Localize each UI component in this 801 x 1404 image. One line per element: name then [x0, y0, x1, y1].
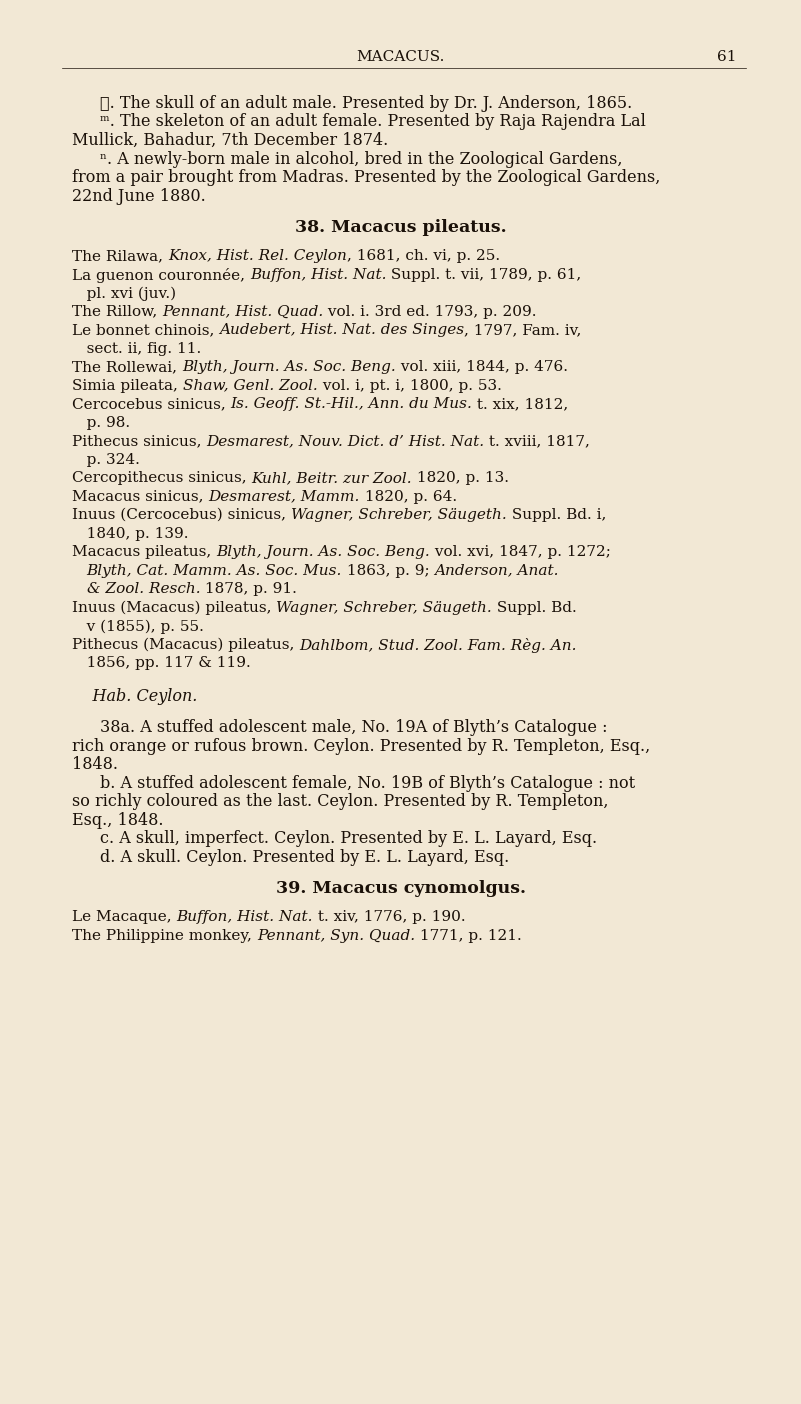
Text: Inuus (Cercocebus) sinicus,: Inuus (Cercocebus) sinicus, [72, 508, 291, 522]
Text: sect. ii, fig. 11.: sect. ii, fig. 11. [72, 341, 201, 355]
Text: vol. i. 3rd ed. 1793, p. 209.: vol. i. 3rd ed. 1793, p. 209. [324, 305, 537, 319]
Text: The Philippine monkey,: The Philippine monkey, [72, 929, 257, 942]
Text: Cercopithecus sinicus,: Cercopithecus sinicus, [72, 472, 252, 486]
Text: Audebert, Hist. Nat. des Singes: Audebert, Hist. Nat. des Singes [219, 323, 465, 337]
Text: vol. i, pt. i, 1800, p. 53.: vol. i, pt. i, 1800, p. 53. [317, 379, 501, 393]
Text: b. A stuffed adolescent female, No. 19B of Blyth’s Catalogue : not: b. A stuffed adolescent female, No. 19B … [100, 775, 635, 792]
Text: Anderson, Anat.: Anderson, Anat. [434, 563, 559, 577]
Text: 1820, p. 64.: 1820, p. 64. [360, 490, 457, 504]
Text: Simia pileata,: Simia pileata, [72, 379, 183, 393]
Text: , 1681, ch. vi, p. 25.: , 1681, ch. vi, p. 25. [347, 249, 500, 263]
Text: 1820, p. 13.: 1820, p. 13. [413, 472, 509, 486]
Text: Suppl. Bd.: Suppl. Bd. [492, 601, 577, 615]
Text: 38. Macacus pileatus.: 38. Macacus pileatus. [295, 219, 506, 236]
Text: Le Macaque,: Le Macaque, [72, 910, 176, 924]
Text: 1863, p. 9;: 1863, p. 9; [342, 563, 434, 577]
Text: Kuhl, Beitr. zur Zool.: Kuhl, Beitr. zur Zool. [252, 472, 413, 486]
Text: Cercocebus sinicus,: Cercocebus sinicus, [72, 397, 231, 411]
Text: t. xix, 1812,: t. xix, 1812, [473, 397, 569, 411]
Text: t. xiv, 1776, p. 190.: t. xiv, 1776, p. 190. [313, 910, 465, 924]
Text: Pithecus sinicus,: Pithecus sinicus, [72, 434, 207, 448]
Text: p. 324.: p. 324. [72, 452, 140, 466]
Text: Esq., 1848.: Esq., 1848. [72, 812, 163, 828]
Text: ᵐ. The skeleton of an adult female. Presented by Raja Rajendra Lal: ᵐ. The skeleton of an adult female. Pres… [100, 114, 646, 131]
Text: Pennant, Syn. Quad.: Pennant, Syn. Quad. [257, 929, 415, 942]
Text: Blyth, Journ. As. Soc. Beng.: Blyth, Journ. As. Soc. Beng. [182, 359, 396, 373]
Text: Is. Geoff. St.-Hil., Ann. du Mus.: Is. Geoff. St.-Hil., Ann. du Mus. [231, 397, 473, 411]
Text: t. xviii, 1817,: t. xviii, 1817, [485, 434, 590, 448]
Text: 1840, p. 139.: 1840, p. 139. [72, 526, 188, 541]
Text: Dahlbom, Stud. Zool. Fam. Règ. An.: Dahlbom, Stud. Zool. Fam. Règ. An. [300, 637, 577, 653]
Text: 22nd June 1880.: 22nd June 1880. [72, 188, 206, 205]
Text: 1856, pp. 117 & 119.: 1856, pp. 117 & 119. [72, 656, 251, 670]
Text: Buffon, Hist. Nat.: Buffon, Hist. Nat. [176, 910, 313, 924]
Text: ℓ. The skull of an adult male. Presented by Dr. J. Anderson, 1865.: ℓ. The skull of an adult male. Presented… [100, 95, 632, 112]
Text: Macacus pileatus,: Macacus pileatus, [72, 545, 216, 559]
Text: Wagner, Schreber, Säugeth.: Wagner, Schreber, Säugeth. [276, 601, 492, 615]
Text: 61: 61 [717, 51, 736, 65]
Text: pl. xvi (juv.): pl. xvi (juv.) [72, 286, 176, 300]
Text: Pithecus (Macacus) pileatus,: Pithecus (Macacus) pileatus, [72, 637, 300, 651]
Text: & Zool. Resch.: & Zool. Resch. [87, 583, 200, 597]
Text: Mullick, Bahadur, 7th December 1874.: Mullick, Bahadur, 7th December 1874. [72, 132, 388, 149]
Text: Shaw, Genl. Zool.: Shaw, Genl. Zool. [183, 379, 317, 393]
Text: Hab. Ceylon.: Hab. Ceylon. [72, 688, 197, 705]
Text: Suppl. t. vii, 1789, p. 61,: Suppl. t. vii, 1789, p. 61, [386, 268, 582, 282]
Text: p. 98.: p. 98. [72, 416, 130, 430]
Text: v (1855), p. 55.: v (1855), p. 55. [72, 619, 204, 633]
Text: Suppl. Bd. i,: Suppl. Bd. i, [506, 508, 606, 522]
Text: MACACUS.: MACACUS. [356, 51, 445, 65]
Text: Blyth, Journ. As. Soc. Beng.: Blyth, Journ. As. Soc. Beng. [216, 545, 430, 559]
Text: Le bonnet chinois,: Le bonnet chinois, [72, 323, 219, 337]
Text: La guenon couronnée,: La guenon couronnée, [72, 268, 250, 282]
Text: The Rillow,: The Rillow, [72, 305, 162, 319]
Text: 39. Macacus cynomolgus.: 39. Macacus cynomolgus. [276, 880, 525, 897]
Text: d. A skull. Ceylon. Presented by E. L. Layard, Esq.: d. A skull. Ceylon. Presented by E. L. L… [100, 848, 509, 866]
Text: vol. xiii, 1844, p. 476.: vol. xiii, 1844, p. 476. [396, 359, 568, 373]
Text: Desmarest, Mamm.: Desmarest, Mamm. [208, 490, 360, 504]
Text: c. A skull, imperfect. Ceylon. Presented by E. L. Layard, Esq.: c. A skull, imperfect. Ceylon. Presented… [100, 830, 597, 847]
Text: The Rilawa,: The Rilawa, [72, 249, 168, 263]
Text: 1878, p. 91.: 1878, p. 91. [200, 583, 297, 597]
Text: The Rollewai,: The Rollewai, [72, 359, 182, 373]
Text: 1848.: 1848. [72, 757, 118, 774]
Text: Buffon, Hist. Nat.: Buffon, Hist. Nat. [250, 268, 386, 282]
Text: Desmarest, Nouv. Dict. d’ Hist. Nat.: Desmarest, Nouv. Dict. d’ Hist. Nat. [207, 434, 485, 448]
Text: Macacus sinicus,: Macacus sinicus, [72, 490, 208, 504]
Text: Wagner, Schreber, Säugeth.: Wagner, Schreber, Säugeth. [291, 508, 506, 522]
Text: , 1797, Fam. iv,: , 1797, Fam. iv, [465, 323, 582, 337]
Text: ⁿ. A newly-born male in alcohol, bred in the Zoological Gardens,: ⁿ. A newly-born male in alcohol, bred in… [100, 150, 622, 167]
Text: from a pair brought from Madras. Presented by the Zoological Gardens,: from a pair brought from Madras. Present… [72, 168, 660, 185]
Text: Pennant, Hist. Quad.: Pennant, Hist. Quad. [162, 305, 324, 319]
Text: vol. xvi, 1847, p. 1272;: vol. xvi, 1847, p. 1272; [430, 545, 610, 559]
Text: 38a. A stuffed adolescent male, No. 19A of Blyth’s Catalogue :: 38a. A stuffed adolescent male, No. 19A … [100, 719, 607, 736]
Text: Blyth, Cat. Mamm. As. Soc. Mus.: Blyth, Cat. Mamm. As. Soc. Mus. [87, 563, 342, 577]
Text: Knox, Hist. Rel. Ceylon: Knox, Hist. Rel. Ceylon [168, 249, 347, 263]
Text: 1771, p. 121.: 1771, p. 121. [415, 929, 521, 942]
Text: Inuus (Macacus) pileatus,: Inuus (Macacus) pileatus, [72, 601, 276, 615]
Text: so richly coloured as the last. Ceylon. Presented by R. Templeton,: so richly coloured as the last. Ceylon. … [72, 793, 609, 810]
Text: rich orange or rufous brown. Ceylon. Presented by R. Templeton, Esq.,: rich orange or rufous brown. Ceylon. Pre… [72, 737, 650, 754]
